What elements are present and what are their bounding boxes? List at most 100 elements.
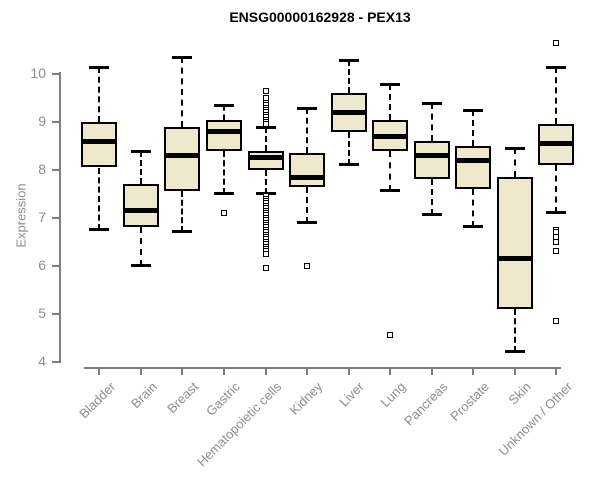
y-tick-label: 8	[38, 160, 46, 177]
x-axis-tick	[472, 369, 475, 375]
x-axis-label: Lung	[377, 379, 409, 411]
x-axis-tick	[306, 369, 309, 375]
whisker-upper-line	[98, 66, 101, 122]
outlier-point	[553, 317, 560, 324]
whisker-lower-line	[472, 189, 475, 228]
y-tick-label: 5	[38, 304, 46, 321]
whisker-lower-cap	[89, 227, 110, 231]
y-tick-label: 6	[38, 256, 46, 273]
y-axis-tick	[52, 73, 59, 75]
x-axis-tick	[181, 369, 184, 375]
box	[205, 119, 242, 151]
whisker-upper-line	[513, 148, 516, 178]
whisker-lower-cap	[213, 191, 234, 195]
whisker-lower-cap	[172, 230, 193, 234]
whisker-lower-line	[222, 150, 225, 194]
y-tick-label: 10	[30, 65, 46, 81]
whisker-upper-line	[430, 102, 433, 142]
whisker-upper-cap	[463, 108, 484, 112]
whisker-upper-cap	[504, 147, 525, 151]
whisker-upper-line	[264, 126, 267, 151]
x-axis-label: Unknown / Other	[495, 379, 575, 459]
x-axis-label: Breast	[163, 379, 202, 417]
outlier-point	[220, 210, 227, 217]
box	[289, 153, 326, 187]
whisker-upper-cap	[172, 56, 193, 60]
y-tick-label: 4	[38, 352, 46, 369]
x-axis-label: Skin	[504, 379, 534, 408]
y-axis-tick	[52, 168, 59, 171]
x-axis-label: Pancreas	[400, 379, 451, 429]
median-line	[413, 153, 450, 158]
whisker-lower-line	[555, 165, 558, 214]
whisker-lower-cap	[338, 163, 359, 167]
box	[413, 141, 450, 180]
box	[122, 184, 159, 228]
median-line	[372, 133, 409, 139]
whisker-lower-line	[98, 167, 101, 230]
whisker-lower-cap	[297, 220, 318, 224]
x-axis-tick	[555, 369, 558, 375]
whisker-upper-cap	[338, 58, 359, 62]
box	[164, 126, 201, 192]
whisker-upper-cap	[213, 104, 234, 108]
x-axis-tick	[222, 369, 225, 375]
whisker-lower-line	[389, 150, 392, 192]
y-axis-tick	[52, 120, 59, 123]
x-axis-tick	[264, 369, 267, 375]
median-line	[330, 109, 367, 115]
whisker-lower-cap	[421, 213, 442, 217]
whisker-upper-cap	[89, 65, 110, 69]
median-line	[164, 153, 201, 158]
whisker-upper-line	[222, 105, 225, 120]
outlier-point	[387, 332, 394, 339]
median-line	[247, 155, 284, 161]
x-axis-label: Kidney	[286, 379, 326, 418]
whisker-upper-cap	[421, 101, 442, 105]
whisker-lower-line	[513, 308, 516, 353]
y-axis-tick	[52, 264, 59, 267]
outlier-point	[262, 265, 269, 272]
whisker-lower-cap	[504, 350, 525, 354]
x-axis-label: Bladder	[75, 379, 118, 422]
x-axis-tick	[389, 369, 392, 375]
whisker-lower-cap	[463, 225, 484, 229]
median-line	[538, 141, 575, 147]
y-axis-tick	[52, 216, 59, 219]
median-line	[289, 174, 326, 180]
whisker-lower-line	[306, 186, 309, 223]
outlier-point	[262, 121, 269, 128]
x-axis-label: Brain	[127, 379, 160, 412]
whisker-lower-cap	[380, 189, 401, 193]
outlier-point	[262, 87, 269, 94]
whisker-upper-line	[139, 150, 142, 185]
whisker-upper-line	[389, 83, 392, 120]
chart-title: ENSG00000162928 - PEX13	[229, 9, 411, 25]
whisker-upper-line	[472, 109, 475, 146]
x-axis-tick	[430, 369, 433, 375]
whisker-lower-line	[181, 191, 184, 233]
outlier-point	[553, 238, 560, 245]
x-axis-label: Liver	[336, 379, 368, 410]
whisker-upper-cap	[130, 149, 151, 153]
x-axis-label: Prostate	[447, 379, 492, 424]
box	[81, 121, 118, 168]
outlier-point	[262, 250, 269, 257]
y-axis-tick	[52, 312, 59, 315]
x-axis-tick	[513, 369, 516, 375]
y-tick-label: 7	[38, 208, 46, 225]
whisker-lower-line	[430, 179, 433, 216]
whisker-upper-cap	[546, 65, 567, 69]
y-axis-tick	[52, 360, 59, 363]
whisker-lower-line	[264, 169, 267, 194]
whisker-upper-line	[306, 107, 309, 154]
x-axis-label: Gastric	[202, 379, 243, 419]
outlier-point	[304, 262, 311, 269]
y-tick-label: 9	[38, 112, 46, 129]
whisker-upper-cap	[297, 106, 318, 110]
whisker-lower-line	[347, 131, 350, 166]
whisker-lower-line	[139, 227, 142, 266]
whisker-lower-cap	[546, 211, 567, 215]
x-axis-tick	[347, 369, 350, 375]
